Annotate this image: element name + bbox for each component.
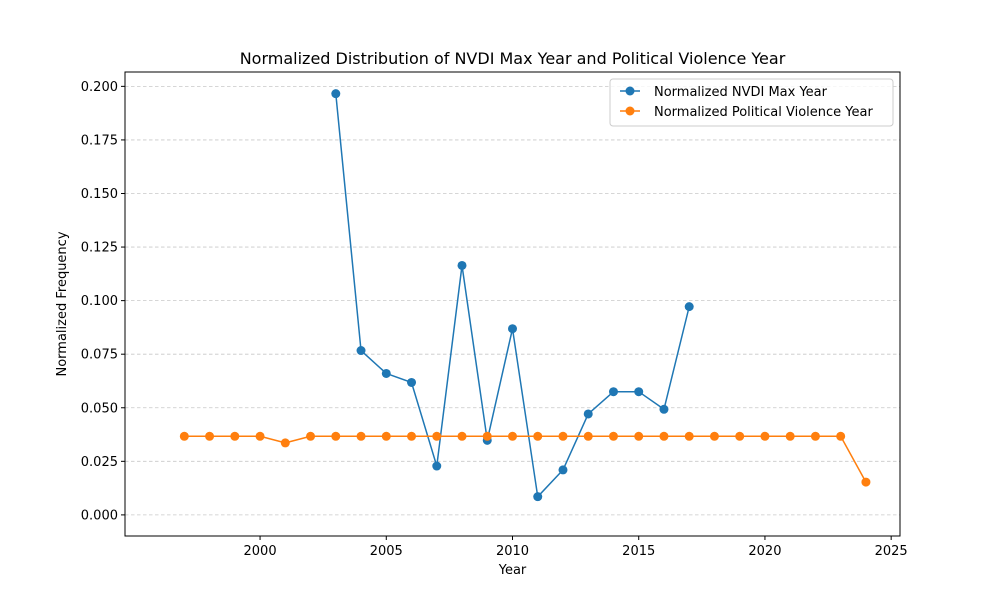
data-point (836, 431, 846, 441)
y-tick-label: 0.025 (81, 455, 118, 470)
x-tick-label: 2020 (748, 544, 781, 559)
data-point (432, 431, 442, 441)
legend: Normalized NVDI Max Year Normalized Poli… (609, 78, 894, 127)
data-point (508, 324, 517, 334)
data-point (684, 431, 694, 441)
data-point (306, 431, 316, 441)
data-point (280, 438, 290, 448)
data-point (179, 431, 189, 441)
data-point (608, 431, 618, 441)
data-point (457, 260, 467, 270)
data-point (558, 431, 568, 441)
data-point (205, 431, 215, 441)
data-point (659, 431, 669, 441)
grid-layer (125, 85, 900, 516)
data-point (407, 377, 417, 387)
data-point (760, 431, 770, 441)
data-point (356, 346, 366, 356)
data-point (684, 302, 694, 312)
y-tick-label: 0.100 (81, 294, 118, 309)
data-point (356, 431, 366, 441)
y-tick-label: 0.050 (81, 401, 118, 416)
x-tick-label: 2025 (875, 544, 908, 559)
data-point (230, 431, 240, 441)
data-point (583, 431, 593, 441)
series-layer (179, 89, 871, 502)
y-tick-label: 0.075 (81, 348, 118, 363)
data-point (457, 431, 467, 441)
data-point (861, 477, 871, 487)
data-point (583, 409, 593, 419)
legend-label-nvdi: Normalized NVDI Max Year (654, 85, 828, 100)
y-axis-ticks: 0.000 0.025 0.050 0.075 0.100 0.125 0.150 0.175… (81, 80, 125, 523)
data-point (508, 431, 517, 441)
data-point (381, 368, 391, 378)
data-point (608, 387, 618, 397)
data-point (735, 431, 745, 441)
data-point (533, 431, 543, 441)
data-point (810, 431, 820, 441)
data-point (331, 89, 341, 99)
y-tick-label: 0.175 (81, 133, 118, 148)
legend-marker-nvdi (625, 86, 635, 96)
y-tick-label: 0.200 (81, 80, 118, 95)
x-axis-label: Year (498, 563, 527, 578)
data-point (634, 431, 644, 441)
data-point (709, 431, 719, 441)
data-point (558, 465, 568, 475)
legend-marker-violence (625, 106, 635, 116)
series-line-1 (184, 435, 867, 483)
data-point (634, 387, 644, 397)
data-point (659, 404, 669, 414)
data-point (407, 431, 417, 441)
y-axis-label: Normalized Frequency (55, 231, 70, 376)
x-tick-label: 2000 (244, 544, 277, 559)
chart-title: Normalized Distribution of NVDI Max Year… (240, 49, 786, 68)
x-tick-label: 2015 (622, 544, 655, 559)
data-point (255, 431, 265, 441)
data-point (785, 431, 795, 441)
data-point (432, 461, 442, 471)
legend-label-violence: Normalized Political Violence Year (654, 105, 873, 120)
x-tick-label: 2005 (370, 544, 403, 559)
y-tick-label: 0.125 (81, 241, 118, 256)
data-point (482, 431, 492, 441)
y-tick-label: 0.150 (81, 187, 118, 202)
y-tick-label: 0.000 (81, 508, 118, 523)
data-point (533, 492, 543, 502)
x-tick-label: 2010 (496, 544, 529, 559)
x-axis-ticks: 2000 2005 2010 2015 2020 2025 (244, 536, 908, 559)
data-point (381, 431, 391, 441)
data-point (331, 431, 341, 441)
legend-frame (609, 78, 894, 127)
